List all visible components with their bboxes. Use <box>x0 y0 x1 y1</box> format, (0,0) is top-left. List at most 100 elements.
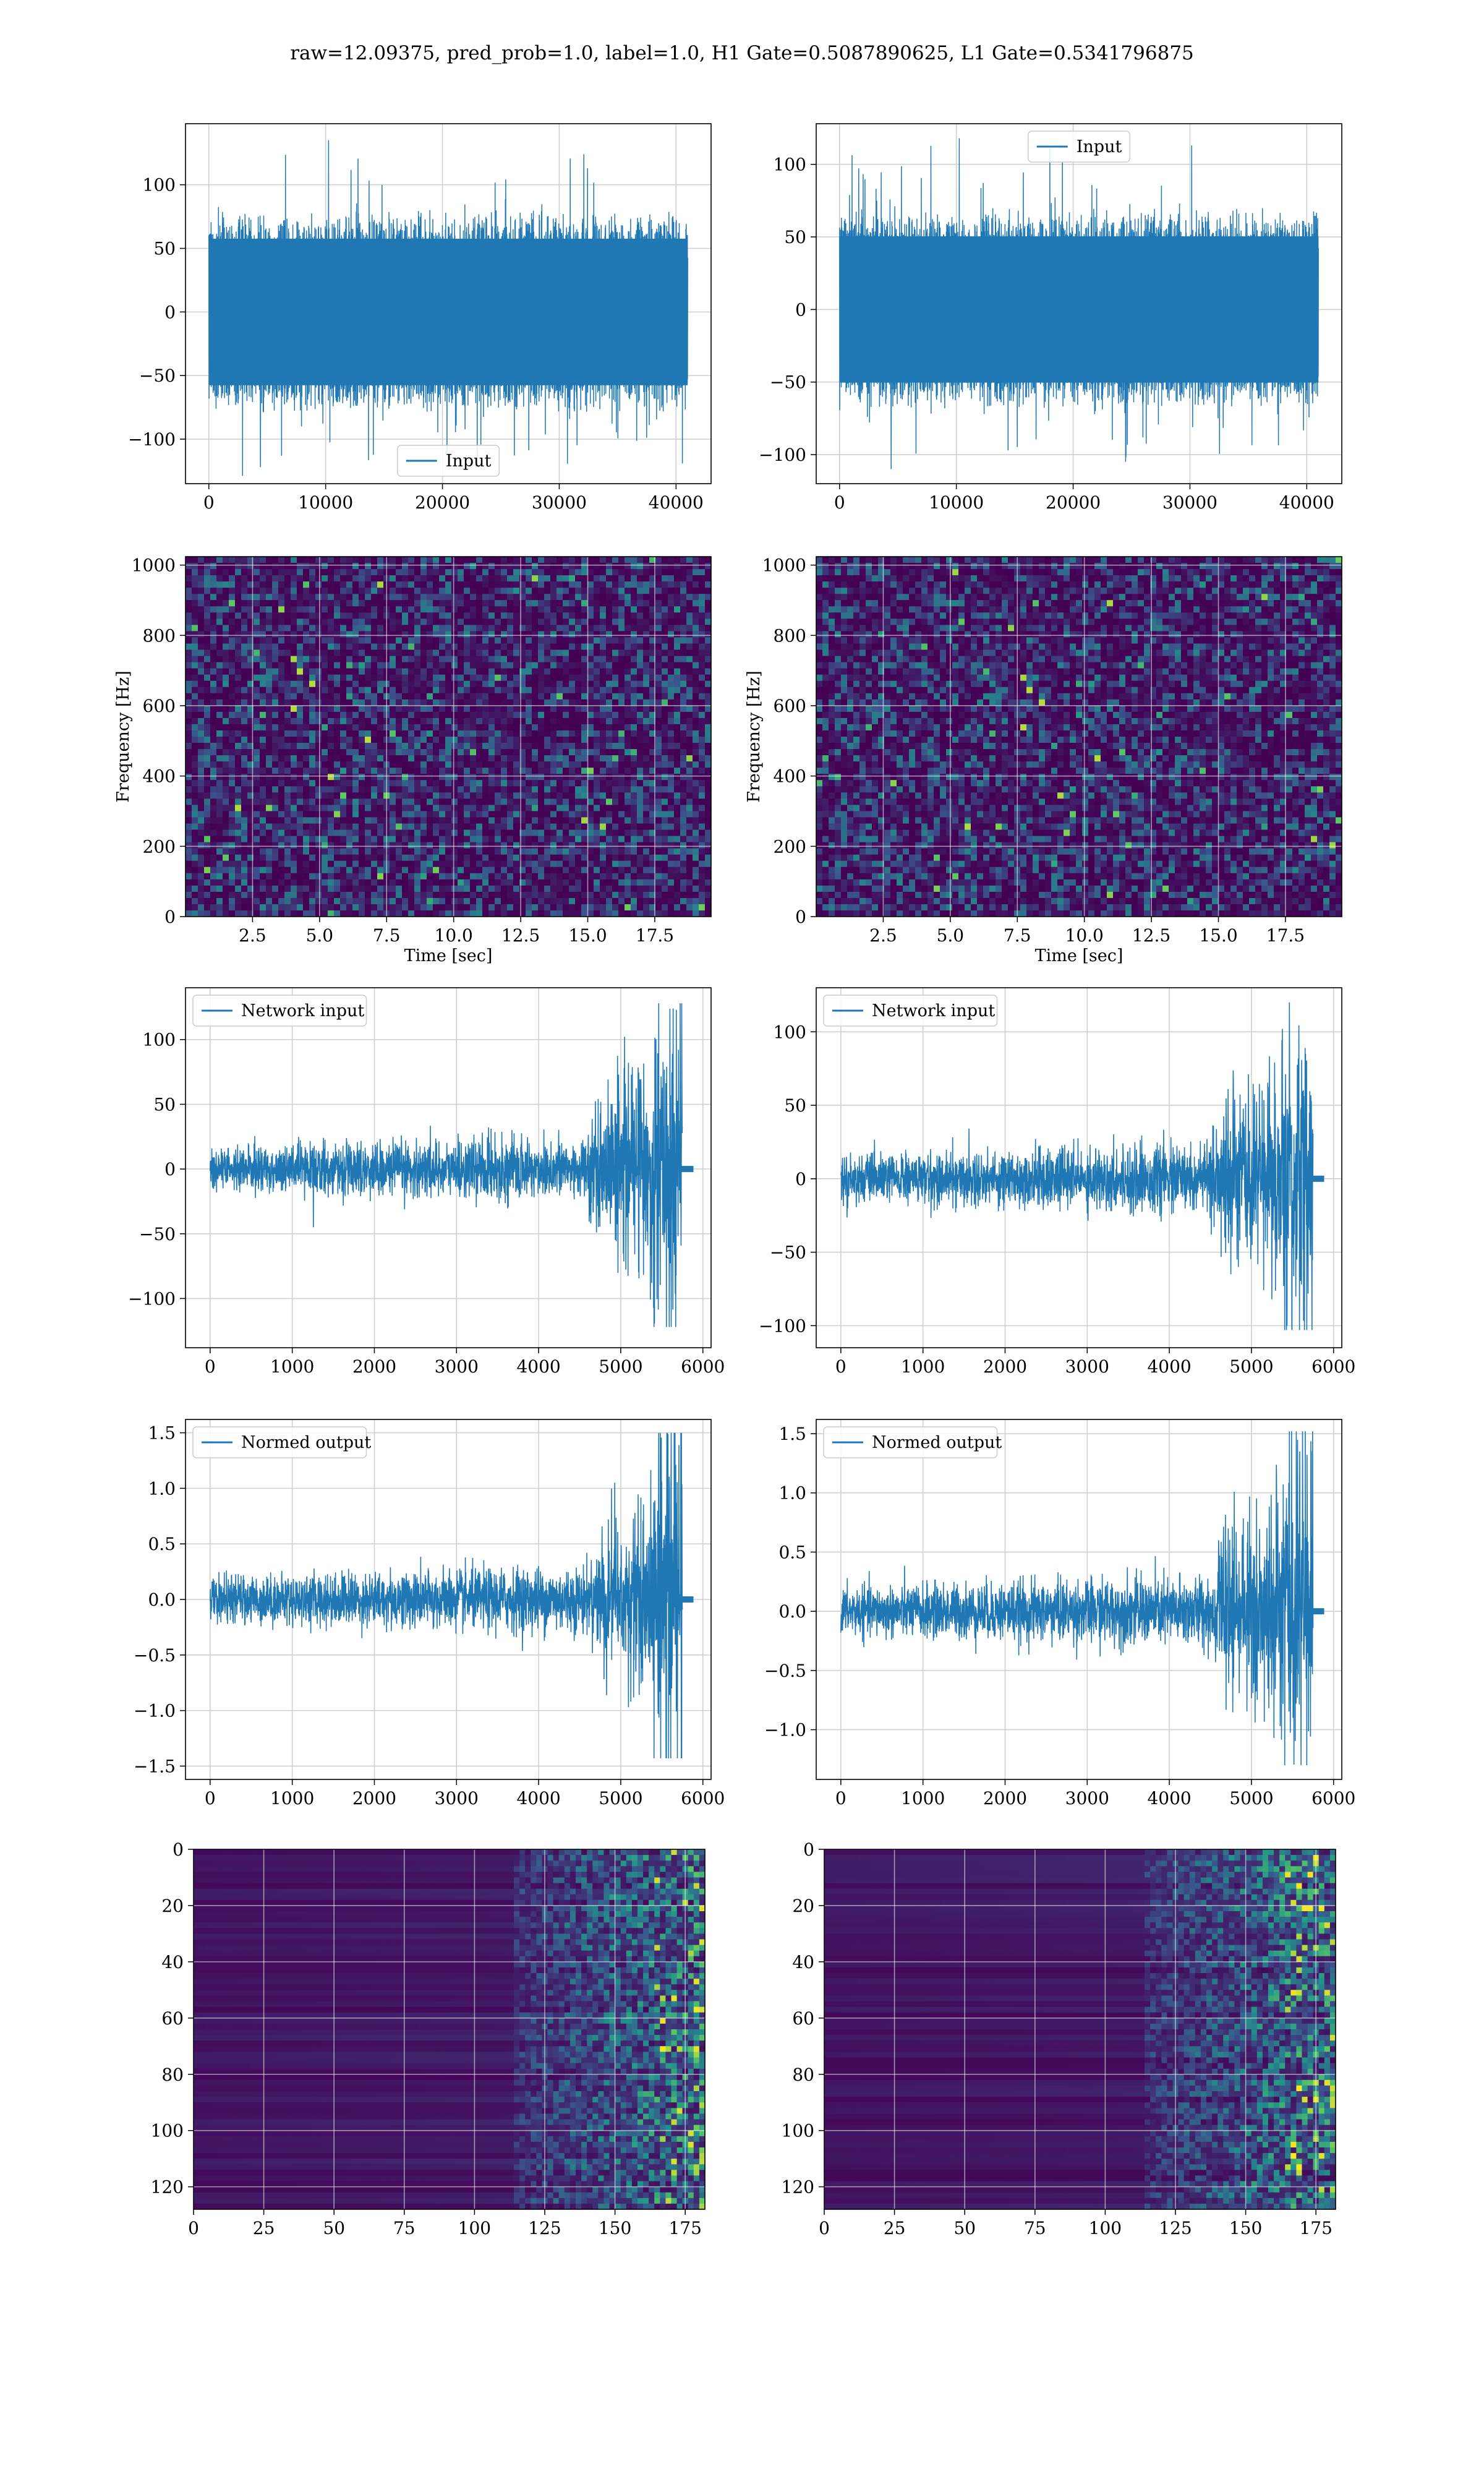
heatmap-cell <box>272 656 279 663</box>
heatmap-cell <box>284 575 291 582</box>
heatmap-cell <box>631 761 638 768</box>
heatmap-cell <box>526 717 532 725</box>
heatmap-cell <box>680 879 687 886</box>
heatmap-cell <box>414 879 421 886</box>
heatmap-cell <box>705 687 711 694</box>
heatmap-cell <box>550 836 557 843</box>
heatmap-cell <box>241 829 248 837</box>
heatmap-cell <box>556 724 563 731</box>
heatmap-cell <box>266 687 273 694</box>
heatmap-cell <box>612 854 619 862</box>
heatmap-cell <box>693 656 699 663</box>
heatmap-cell <box>581 594 588 601</box>
heatmap-cell <box>420 625 427 631</box>
heatmap-cell <box>192 662 198 669</box>
heatmap-cell <box>272 711 279 719</box>
heatmap-cell <box>618 749 625 756</box>
heatmap-cell <box>445 687 452 694</box>
heatmap-cell <box>284 594 291 601</box>
heatmap-cell <box>371 885 378 892</box>
heatmap-cell <box>625 575 631 582</box>
heatmap-cell <box>322 897 328 905</box>
heatmap-cell <box>544 600 551 607</box>
heatmap-cell <box>346 711 353 719</box>
heatmap-cell <box>575 649 582 657</box>
heatmap-cell <box>668 798 675 805</box>
heatmap-cell <box>637 786 644 793</box>
heatmap-cell <box>284 811 291 818</box>
heatmap-cell <box>284 848 291 855</box>
heatmap-cell <box>260 699 267 706</box>
heatmap-cell <box>377 687 384 694</box>
heatmap-cell <box>569 588 576 594</box>
heatmap-cell <box>705 854 711 862</box>
heatmap-cell <box>272 717 279 725</box>
heatmap-cell <box>433 606 440 613</box>
heatmap-cell <box>235 674 242 682</box>
heatmap-cell <box>569 730 576 737</box>
heatmap-cell <box>668 600 675 607</box>
heatmap-cell <box>612 817 619 824</box>
heatmap-cell <box>278 792 285 799</box>
heatmap-cell <box>631 656 638 663</box>
heatmap-cell <box>192 625 198 631</box>
heatmap-cell <box>284 737 291 743</box>
heatmap-cell <box>266 780 273 787</box>
heatmap-cell <box>210 631 217 638</box>
heatmap-cell <box>396 631 403 638</box>
heatmap-cell <box>643 854 650 862</box>
heatmap-cell <box>303 885 310 892</box>
heatmap-cell <box>532 662 539 669</box>
heatmap-cell <box>519 823 526 831</box>
heatmap-cell <box>606 817 613 824</box>
heatmap-cell <box>402 606 409 613</box>
heatmap-cell <box>235 817 242 824</box>
heatmap-cell <box>581 879 588 886</box>
heatmap-cell <box>390 631 396 638</box>
heatmap-cell <box>600 873 607 880</box>
heatmap-cell <box>526 631 532 638</box>
heatmap-cell <box>470 643 477 651</box>
heatmap-cell <box>501 594 508 601</box>
heatmap-cell <box>229 774 236 781</box>
heatmap-cell <box>519 755 526 762</box>
heatmap-cell <box>278 693 285 700</box>
heatmap-cell <box>359 699 365 706</box>
heatmap-cell <box>618 705 625 713</box>
heatmap-cell <box>390 588 396 594</box>
heatmap-cell <box>291 811 297 818</box>
heatmap-cell <box>365 656 372 663</box>
heatmap-cell <box>408 581 415 588</box>
heatmap-cell <box>476 588 483 594</box>
heatmap-cell <box>433 743 440 750</box>
heatmap-cell <box>433 594 440 601</box>
heatmap-cell <box>519 563 526 570</box>
heatmap-cell <box>612 563 619 570</box>
heatmap-cell <box>501 780 508 787</box>
heatmap-cell <box>662 811 668 818</box>
heatmap-cell <box>377 631 384 638</box>
heatmap-cell <box>272 687 279 694</box>
heatmap-cell <box>433 873 440 880</box>
heatmap-cell <box>315 656 322 663</box>
heatmap-cell <box>396 836 403 843</box>
heatmap-cell <box>458 649 464 657</box>
heatmap-cell <box>396 699 403 706</box>
heatmap-cell <box>668 649 675 657</box>
heatmap-cell <box>315 873 322 880</box>
heatmap-cell <box>352 581 359 588</box>
heatmap-cell <box>198 786 205 793</box>
heatmap-cell <box>408 662 415 669</box>
heatmap-cell <box>414 904 421 911</box>
heatmap-cell <box>402 829 409 837</box>
heatmap-cell <box>223 867 229 874</box>
heatmap-cell <box>396 637 403 644</box>
heatmap-cell <box>680 618 687 625</box>
heatmap-cell <box>569 631 576 638</box>
heatmap-cell <box>365 730 372 737</box>
heatmap-cell <box>464 674 471 682</box>
heatmap-cell <box>371 823 378 831</box>
heatmap-cell <box>210 717 217 725</box>
heatmap-cell <box>686 879 693 886</box>
heatmap-cell <box>649 717 656 725</box>
